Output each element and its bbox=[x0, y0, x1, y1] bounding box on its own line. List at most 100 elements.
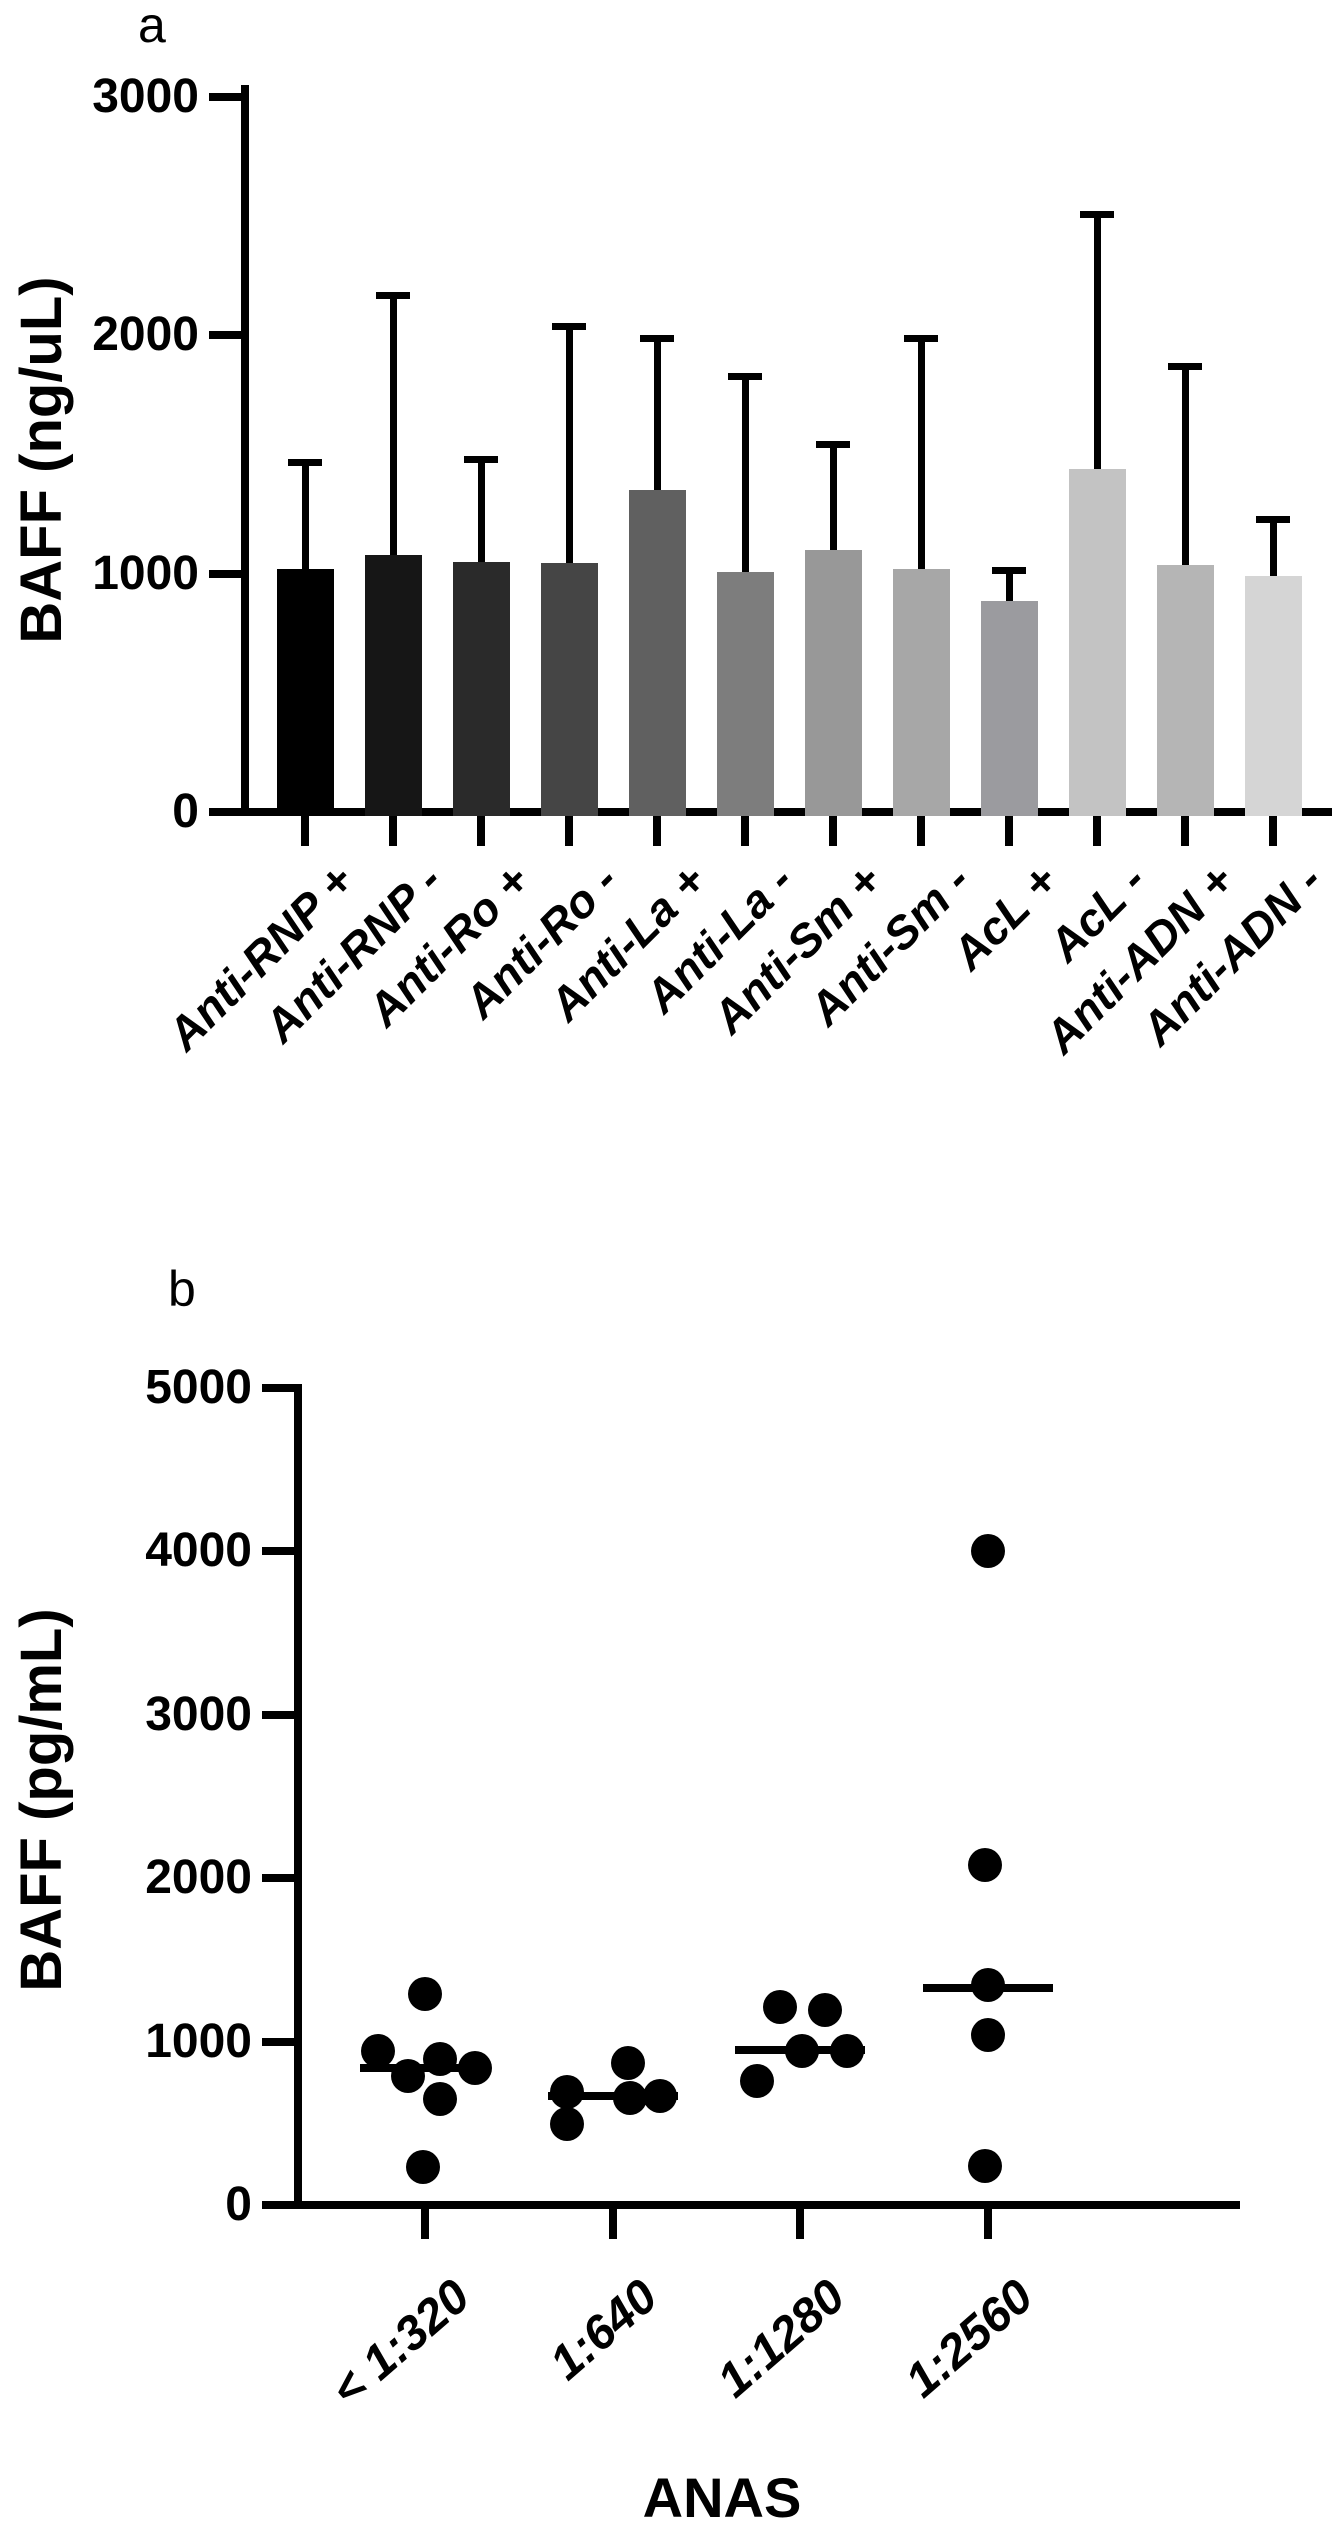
panel-b-letter: b bbox=[168, 1261, 196, 1317]
panel-b-y-tick-label: 5000 bbox=[145, 1361, 252, 1414]
bar-error-cap bbox=[376, 291, 410, 299]
bar-error-line bbox=[1094, 213, 1101, 469]
panel-a-x-tick-mark bbox=[477, 816, 485, 846]
panel-b-x-tick-mark bbox=[796, 2209, 804, 2239]
bar-error-cap bbox=[288, 458, 322, 466]
scatter-point bbox=[785, 2033, 819, 2068]
panel-a-x-tick-mark bbox=[565, 816, 573, 846]
panel-a-y-tick-label: 2000 bbox=[92, 308, 199, 362]
scatter-point bbox=[550, 2107, 584, 2142]
panel-a-x-axis-line bbox=[241, 808, 1332, 816]
panel-b-y-tick-mark bbox=[262, 1710, 294, 1719]
panel-b-y-axis-line bbox=[294, 1384, 302, 2209]
panel-b-x-axis-title: ANAS bbox=[642, 2466, 802, 2529]
scatter-point bbox=[830, 2033, 864, 2068]
bar-error-cap bbox=[816, 440, 850, 448]
bar-error-cap bbox=[904, 334, 938, 342]
panel-b-category-label: 1:1280 bbox=[707, 2269, 855, 2408]
panel-a-x-tick-mark bbox=[301, 816, 309, 846]
bar-error-cap bbox=[464, 456, 498, 464]
bar bbox=[365, 554, 422, 816]
bar-error-line bbox=[1270, 518, 1277, 577]
scatter-point bbox=[361, 2033, 395, 2068]
bar bbox=[629, 490, 686, 816]
bar bbox=[717, 572, 774, 816]
bar-error-line bbox=[830, 443, 837, 550]
bar-error-line bbox=[654, 337, 661, 491]
scatter-point bbox=[808, 1992, 842, 2027]
panel-a-x-tick-mark bbox=[1005, 816, 1013, 846]
bar bbox=[1245, 576, 1302, 816]
bar-error-cap bbox=[1256, 515, 1290, 523]
scatter-point bbox=[763, 1990, 797, 2025]
scatter-point bbox=[968, 2148, 1002, 2183]
scatter-point bbox=[423, 2041, 457, 2076]
bar bbox=[981, 601, 1038, 816]
panel-b-y-tick-mark bbox=[262, 2201, 294, 2209]
panel-b-x-tick-mark bbox=[984, 2209, 992, 2239]
scatter-point bbox=[971, 1534, 1005, 1569]
panel-b-category-label: 1:640 bbox=[540, 2269, 668, 2391]
bar bbox=[1157, 565, 1214, 816]
bar-error-cap bbox=[992, 567, 1026, 575]
panel-a-x-tick-mark bbox=[1269, 816, 1277, 846]
scatter-point bbox=[408, 1977, 442, 2012]
panel-a-x-tick-mark bbox=[917, 816, 925, 846]
bar-error-line bbox=[390, 294, 397, 555]
bar-error-line bbox=[742, 375, 749, 573]
bar-error-cap bbox=[1168, 363, 1202, 371]
panel-b-y-tick-label: 3000 bbox=[145, 1687, 252, 1741]
panel-a-x-tick-mark bbox=[1181, 816, 1189, 846]
bar bbox=[1069, 468, 1126, 816]
scatter-point bbox=[643, 2079, 677, 2114]
bar-error-cap bbox=[552, 322, 586, 330]
panel-b-category-label: < 1:320 bbox=[321, 2269, 480, 2418]
scatter-point bbox=[968, 1848, 1002, 1883]
bar-error-line bbox=[1182, 366, 1189, 566]
panel-b-y-tick-label: 0 bbox=[225, 2178, 252, 2231]
panel-b-y-tick-mark bbox=[262, 1874, 294, 1883]
scatter-point bbox=[391, 2058, 425, 2093]
panel-a-y-tick-label: 3000 bbox=[92, 70, 199, 123]
panel-a-y-axis-line bbox=[241, 85, 249, 816]
panel-b-y-tick-label: 4000 bbox=[145, 1524, 252, 1578]
panel-a-x-tick-mark bbox=[741, 816, 749, 846]
bar-error-line bbox=[1006, 570, 1013, 602]
bar-error-line bbox=[566, 325, 573, 563]
panel-a-y-tick-mark bbox=[209, 569, 241, 578]
panel-a-x-tick-mark bbox=[653, 816, 661, 846]
panel-b-x-axis-line bbox=[294, 2201, 1240, 2209]
panel-a-x-tick-mark bbox=[829, 816, 837, 846]
panel-a-x-tick-mark bbox=[389, 816, 397, 846]
bar-error-line bbox=[302, 461, 309, 569]
panel-a-y-tick-mark bbox=[209, 93, 241, 101]
bar bbox=[453, 561, 510, 816]
bar-error-cap bbox=[728, 372, 762, 380]
scatter-point bbox=[611, 2045, 645, 2080]
panel-b-y-tick-mark bbox=[262, 1547, 294, 1556]
panel-a-x-tick-mark bbox=[1093, 816, 1101, 846]
panel-b-y-tick-label: 1000 bbox=[145, 2014, 252, 2068]
panel-b-x-tick-mark bbox=[609, 2209, 617, 2239]
bar bbox=[893, 568, 950, 816]
panel-a-y-tick-label: 0 bbox=[172, 785, 199, 838]
panel-b-y-tick-mark bbox=[262, 2037, 294, 2046]
bar-error-line bbox=[918, 337, 925, 569]
scatter-point bbox=[971, 2018, 1005, 2053]
panel-a-y-tick-mark bbox=[209, 331, 241, 340]
panel-a-y-tick-label: 1000 bbox=[92, 546, 199, 600]
bar bbox=[277, 568, 334, 816]
panel-a-y-tick-mark bbox=[209, 808, 241, 816]
scatter-point bbox=[423, 2081, 457, 2116]
bar bbox=[805, 549, 862, 816]
panel-b-x-tick-mark bbox=[421, 2209, 429, 2239]
panel-b-category-label: 1:2560 bbox=[895, 2269, 1043, 2408]
bar bbox=[541, 562, 598, 816]
scatter-point bbox=[971, 1968, 1005, 2003]
panel-a-letter: a bbox=[138, 0, 166, 53]
scatter-point bbox=[740, 2063, 774, 2098]
scatter-point bbox=[406, 2150, 440, 2185]
